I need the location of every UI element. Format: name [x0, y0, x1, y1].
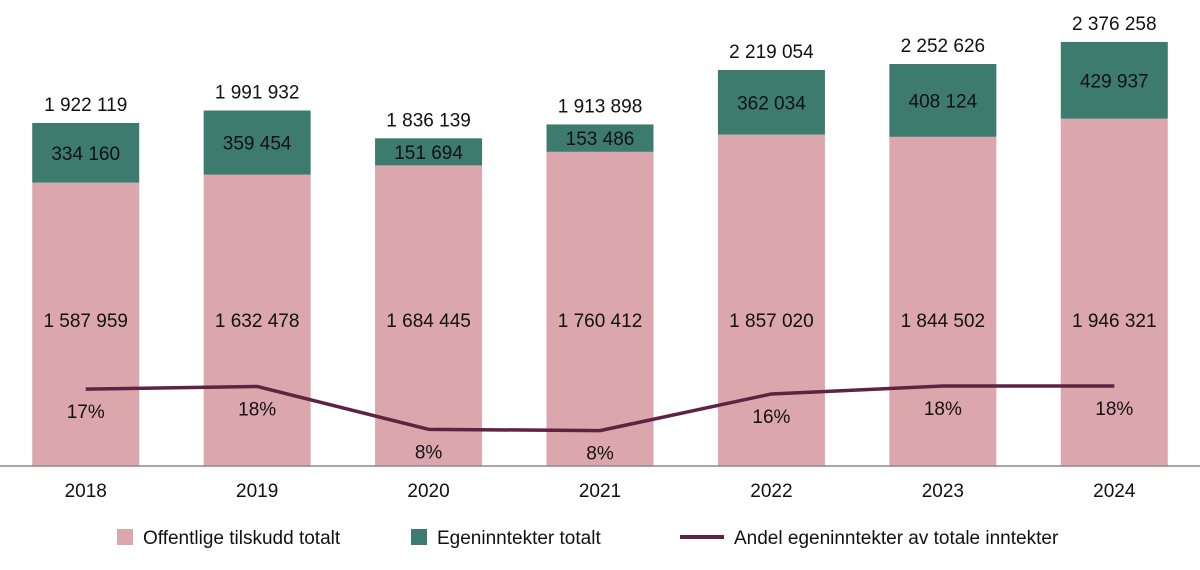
label-egeninntekter-2022: 362 034 [737, 93, 806, 114]
label-egeninntekter-2024: 429 937 [1080, 71, 1149, 92]
label-andel-2024: 18% [1095, 399, 1133, 420]
bar-offentlige-2018 [32, 182, 140, 466]
bar-offentlige-2022 [717, 134, 825, 466]
label-offentlige-2024: 1 946 321 [1072, 311, 1157, 332]
bar-offentlige-2020 [375, 165, 483, 466]
legend-label-offentlige: Offentlige tilskudd totalt [143, 528, 341, 549]
label-offentlige-2018: 1 587 959 [43, 311, 128, 332]
label-andel-2018: 17% [67, 402, 105, 423]
bar-egeninntekter-2019 [203, 110, 311, 175]
bar-egeninntekter-2024 [1060, 41, 1168, 119]
label-egeninntekter-2020: 151 694 [394, 143, 463, 164]
label-total-2021: 1 913 898 [558, 96, 643, 117]
line-andel-egeninntekter [85, 384, 1115, 433]
label-offentlige-2023: 1 844 502 [901, 311, 986, 332]
bar-offentlige-2023 [889, 136, 997, 466]
label-total-2020: 1 836 139 [386, 110, 471, 131]
label-offentlige-2022: 1 857 020 [729, 311, 814, 332]
bar-egeninntekter-2022 [717, 69, 825, 135]
x-tick-2024: 2024 [1093, 481, 1136, 502]
label-egeninntekter-2021: 153 486 [566, 129, 635, 150]
label-egeninntekter-2019: 359 454 [223, 134, 292, 155]
bar-egeninntekter-2018 [32, 122, 140, 183]
x-tick-2018: 2018 [65, 481, 107, 502]
bar-offentlige-2021 [546, 151, 654, 466]
label-andel-2023: 18% [924, 399, 962, 420]
x-tick-2023: 2023 [922, 481, 964, 502]
x-tick-2022: 2022 [750, 481, 792, 502]
label-egeninntekter-2018: 334 160 [51, 144, 120, 165]
label-offentlige-2020: 1 684 445 [386, 311, 471, 332]
bar-offentlige-2024 [1060, 118, 1168, 467]
x-tick-2021: 2021 [579, 481, 621, 502]
label-andel-2019: 18% [238, 399, 276, 420]
legend: Offentlige tilskudd totalt Egeninntekter… [117, 528, 1059, 549]
bar-egeninntekter-2020 [375, 138, 483, 166]
label-egeninntekter-2023: 408 124 [909, 91, 978, 112]
legend-label-andel: Andel egeninntekter av totale inntekter [734, 528, 1059, 549]
bar-offentlige-2019 [203, 174, 311, 466]
label-total-2022: 2 219 054 [729, 42, 814, 63]
x-tick-2020: 2020 [407, 481, 449, 502]
label-total-2023: 2 252 626 [901, 36, 986, 57]
label-offentlige-2021: 1 760 412 [558, 311, 643, 332]
legend-swatch-offentlige [117, 529, 133, 545]
label-andel-2021: 8% [586, 444, 614, 465]
label-total-2018: 1 922 119 [44, 95, 127, 116]
bar-egeninntekter-2021 [546, 124, 654, 152]
legend-label-egeninntekter: Egeninntekter totalt [437, 528, 601, 549]
bar-egeninntekter-2023 [889, 63, 997, 137]
label-total-2019: 1 991 932 [215, 83, 300, 104]
label-andel-2020: 8% [415, 442, 443, 463]
label-andel-2022: 16% [752, 407, 790, 428]
label-total-2024: 2 376 258 [1072, 14, 1157, 35]
x-tick-2019: 2019 [236, 481, 278, 502]
label-offentlige-2019: 1 632 478 [215, 311, 300, 332]
legend-swatch-egeninntekter [411, 529, 427, 545]
